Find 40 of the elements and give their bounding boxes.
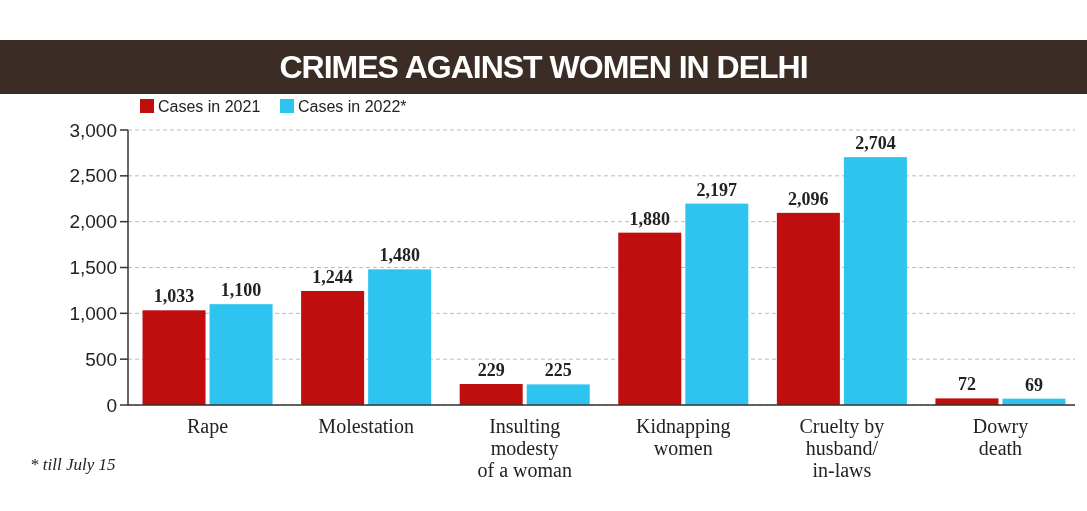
x-tick-label: Insulting modesty of a woman xyxy=(477,415,572,481)
y-tick-label: 2,500 xyxy=(69,165,117,187)
x-tick-label: Kidnapping women xyxy=(636,415,731,459)
legend-label: Cases in 2022* xyxy=(298,98,407,115)
y-tick-label: 500 xyxy=(85,348,117,370)
bar xyxy=(526,384,590,405)
data-label: 2,096 xyxy=(788,188,829,209)
x-tick-label: Molestation xyxy=(318,415,414,437)
data-label: 225 xyxy=(544,360,572,381)
bar xyxy=(209,304,273,405)
bar xyxy=(685,203,749,405)
bar xyxy=(843,157,907,405)
data-label: 1,244 xyxy=(312,266,353,287)
text: * till July 15 xyxy=(30,455,116,474)
legend-label: Cases in 2021 xyxy=(158,98,261,115)
data-label: 1,880 xyxy=(629,208,671,229)
x-tick-label: Dowry death xyxy=(972,415,1029,459)
bar xyxy=(301,290,365,405)
bar xyxy=(368,269,432,405)
bar xyxy=(618,232,682,405)
bar xyxy=(776,212,840,405)
x-tick-label: Rape xyxy=(186,415,229,438)
data-label: 1,033 xyxy=(153,286,195,307)
y-tick-label: 0 xyxy=(106,394,117,416)
data-label: 72 xyxy=(957,374,976,395)
data-label: 1,480 xyxy=(379,245,420,266)
x-tick-label: Cruelty by husband/ in-laws xyxy=(799,415,885,481)
bar xyxy=(142,310,206,405)
bar xyxy=(935,398,999,405)
bar xyxy=(459,384,523,405)
data-label: 1,100 xyxy=(220,280,262,301)
y-tick-label: 1,500 xyxy=(69,257,117,279)
y-tick-label: 2,000 xyxy=(69,211,117,233)
data-label: 2,197 xyxy=(696,179,738,200)
y-tick-label: 1,000 xyxy=(69,302,117,324)
data-label: 2,704 xyxy=(855,133,896,154)
y-tick-label: 3,000 xyxy=(69,119,117,141)
data-label: 229 xyxy=(477,360,505,381)
chart-title: CRIMES AGAINST WOMEN IN DELHI xyxy=(279,49,808,85)
data-label: 69 xyxy=(1024,374,1043,395)
